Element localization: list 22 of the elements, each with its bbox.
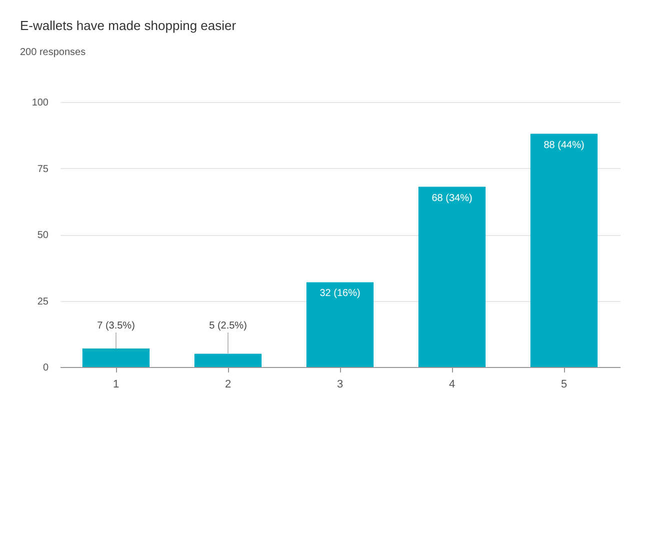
x-tick-label: 2	[224, 378, 232, 390]
data-label: 5 (2.5%)	[209, 320, 247, 332]
data-label: 68 (34%)	[432, 192, 472, 204]
bar	[82, 348, 150, 367]
y-tick-label: 25	[37, 296, 49, 308]
y-tick-label: 100	[32, 98, 49, 108]
bar	[530, 134, 598, 367]
y-tick-label: 50	[37, 230, 49, 241]
bar	[194, 354, 262, 367]
bar	[306, 282, 374, 367]
data-label: 32 (16%)	[320, 288, 360, 300]
chart-title: E-wallets have made shopping easier	[20, 18, 237, 33]
data-label: 88 (44%)	[544, 140, 584, 151]
y-tick-label: 0	[42, 362, 49, 374]
x-tick-label: 1	[112, 378, 120, 390]
bar	[418, 186, 486, 367]
chart-subtitle: 200 responses	[20, 47, 86, 58]
y-tick-label: 75	[37, 164, 49, 175]
x-tick-label: 3	[336, 378, 344, 390]
data-label: 7 (3.5%)	[97, 320, 135, 332]
x-tick-label: 4	[448, 378, 456, 390]
x-tick-label: 5	[560, 378, 568, 390]
